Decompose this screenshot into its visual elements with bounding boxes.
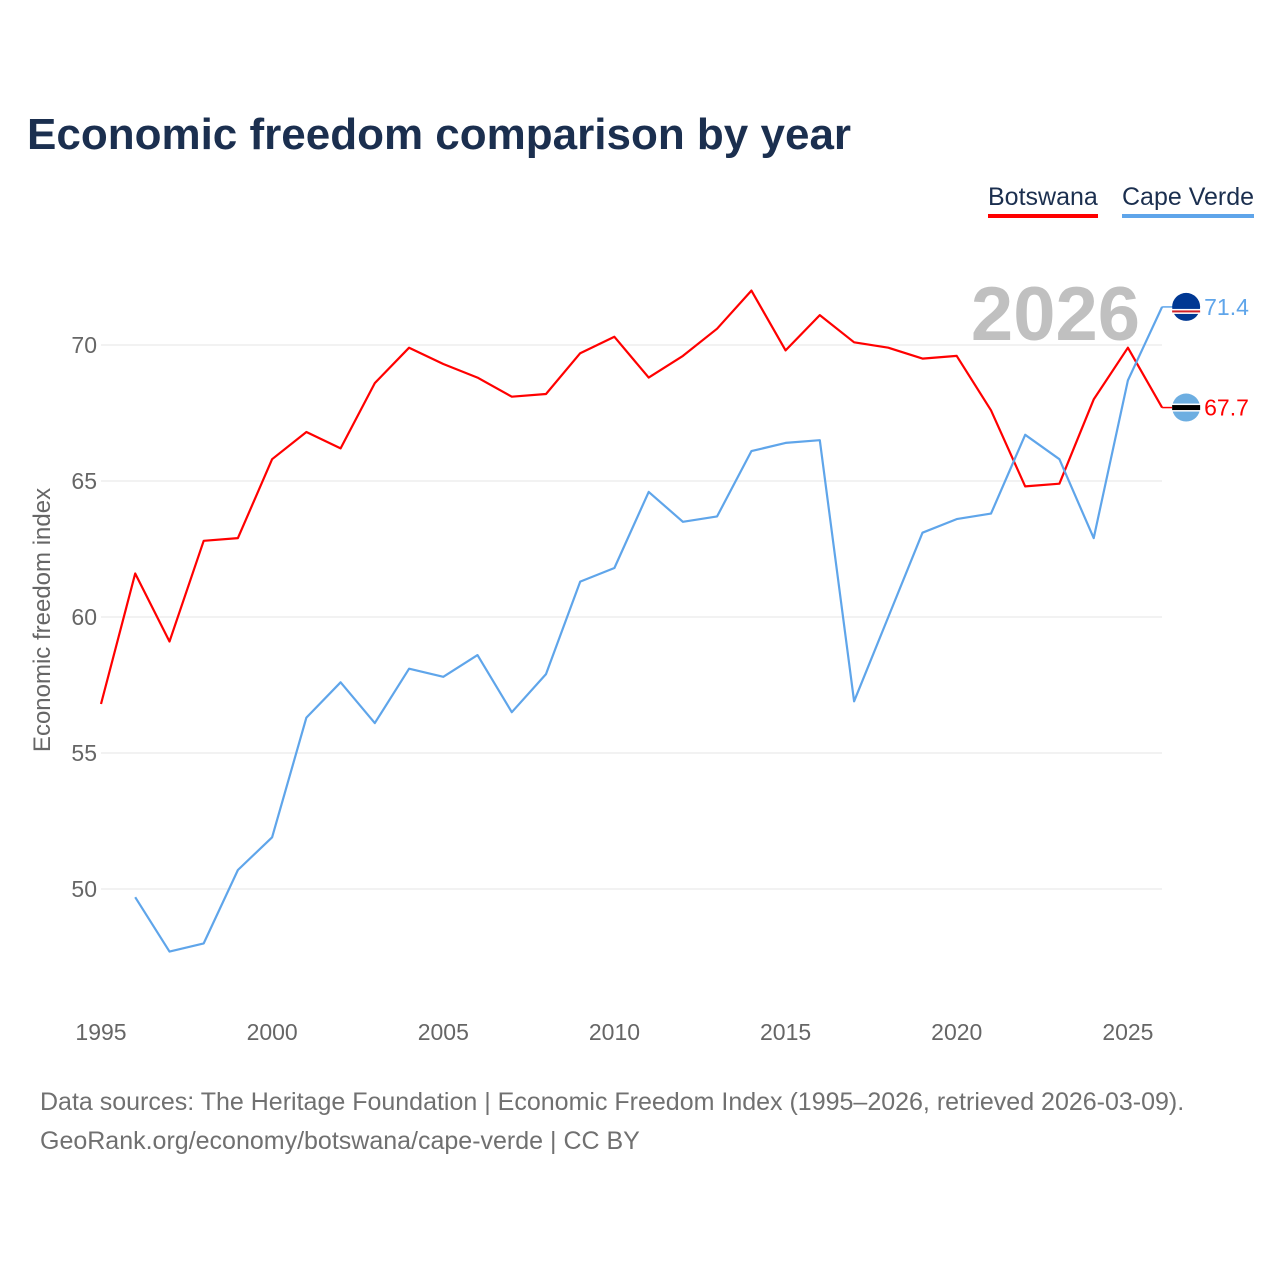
x-tick-label: 2025 <box>1102 1019 1153 1045</box>
footer-credit[interactable]: GeoRank.org/economy/botswana/cape-verde … <box>40 1127 640 1155</box>
end-value-label: 71.4 <box>1204 294 1249 320</box>
flag-stripe <box>1172 405 1201 411</box>
y-tick-label: 70 <box>71 332 97 358</box>
x-tick-label: 2015 <box>760 1019 811 1045</box>
x-tick-label: 2010 <box>589 1019 640 1045</box>
x-tick-label: 2000 <box>247 1019 298 1045</box>
footer-sources: Data sources: The Heritage Foundation | … <box>40 1088 1185 1116</box>
y-tick-label: 65 <box>71 468 97 494</box>
legend-cape-verde[interactable]: Cape Verde <box>1122 183 1255 218</box>
year-annotation: 2026 <box>971 272 1140 357</box>
y-tick-label: 50 <box>71 876 97 902</box>
chart-title: Economic freedom comparison by year <box>27 110 852 159</box>
y-axis-label: Economic freedom index <box>29 488 56 752</box>
y-tick-label: 60 <box>71 604 97 630</box>
series-line-botswana <box>99 289 1164 705</box>
flag-bg <box>1172 292 1201 321</box>
series-line-cape-verde <box>134 306 1164 953</box>
botswana-flag-icon <box>1172 393 1201 422</box>
end-value-label: 67.7 <box>1204 395 1249 421</box>
cape-verde-flag-icon <box>1172 292 1201 321</box>
y-tick-label: 55 <box>71 740 97 766</box>
legend-botswana[interactable]: Botswana <box>988 183 1098 218</box>
flag-stripe <box>1172 310 1201 313</box>
x-tick-label: 2020 <box>931 1019 982 1045</box>
x-tick-label: 1995 <box>75 1019 126 1045</box>
x-tick-label: 2005 <box>418 1019 469 1045</box>
